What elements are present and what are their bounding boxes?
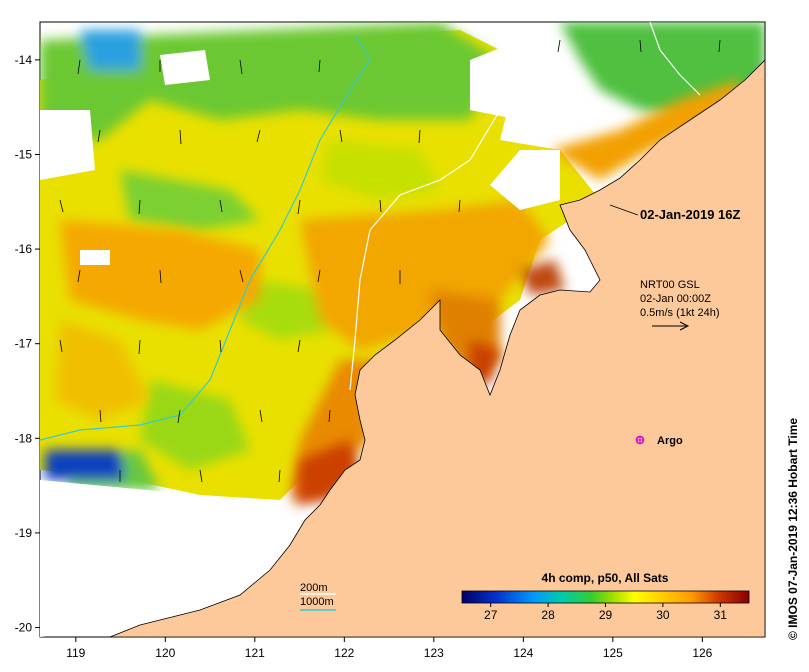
y-tick-label: -14 <box>15 53 33 67</box>
x-tick-label: 121 <box>245 646 265 660</box>
sst-field <box>40 22 765 637</box>
timestamp-leader-line <box>609 204 639 216</box>
y-tick-label: -18 <box>15 431 33 445</box>
colorbar-tick-label: 30 <box>656 608 670 622</box>
current-vectors <box>59 39 721 483</box>
colorbar-tick-label: 29 <box>599 608 613 622</box>
contour-200m-line <box>349 29 511 391</box>
colorbar-tick-label: 31 <box>714 608 728 622</box>
x-tick-label: 122 <box>334 646 354 660</box>
contour-1000m-line <box>40 34 371 441</box>
colorbar <box>461 590 750 604</box>
current-source-label: NRT00 GSL <box>640 279 700 291</box>
x-tick-label: 126 <box>692 646 712 660</box>
x-tick-label: 119 <box>66 646 85 660</box>
colorbar-ticks: 27 28 29 30 31 <box>484 603 727 622</box>
y-axis: -14 -15 -16 -17 -18 -19 -20 <box>15 53 40 635</box>
y-tick-label: -15 <box>15 147 33 161</box>
current-scale-label: 0.5m/s (1kt 24h) <box>640 307 719 319</box>
y-tick-label: -19 <box>15 526 33 540</box>
land-mass <box>109 22 765 637</box>
x-tick-label: 120 <box>155 646 175 660</box>
argo-label: Argo <box>657 435 683 447</box>
x-tick-label: 125 <box>603 646 623 660</box>
contour-1000m-label: 1000m <box>300 596 334 608</box>
y-tick-label: -20 <box>15 621 33 635</box>
x-axis: 119 120 121 122 123 124 125 126 <box>66 637 713 660</box>
y-tick-label: -16 <box>15 242 33 256</box>
argo-float-marker <box>635 435 645 445</box>
contour-200m-label: 200m <box>300 582 328 594</box>
credit-label: © IMOS 07-Jan-2019 12:36 Hobart Time <box>786 418 800 640</box>
timestamp-label: 02-Jan-2019 16Z <box>640 207 741 222</box>
y-tick-label: -17 <box>15 337 33 351</box>
colorbar-title: 4h comp, p50, All Sats <box>542 571 669 585</box>
current-scale-arrow-icon <box>652 321 690 331</box>
x-tick-label: 124 <box>513 646 533 660</box>
current-time-label: 02-Jan 00:00Z <box>640 293 711 305</box>
colorbar-tick-label: 28 <box>541 608 555 622</box>
x-tick-label: 123 <box>424 646 444 660</box>
colorbar-tick-label: 27 <box>484 608 498 622</box>
